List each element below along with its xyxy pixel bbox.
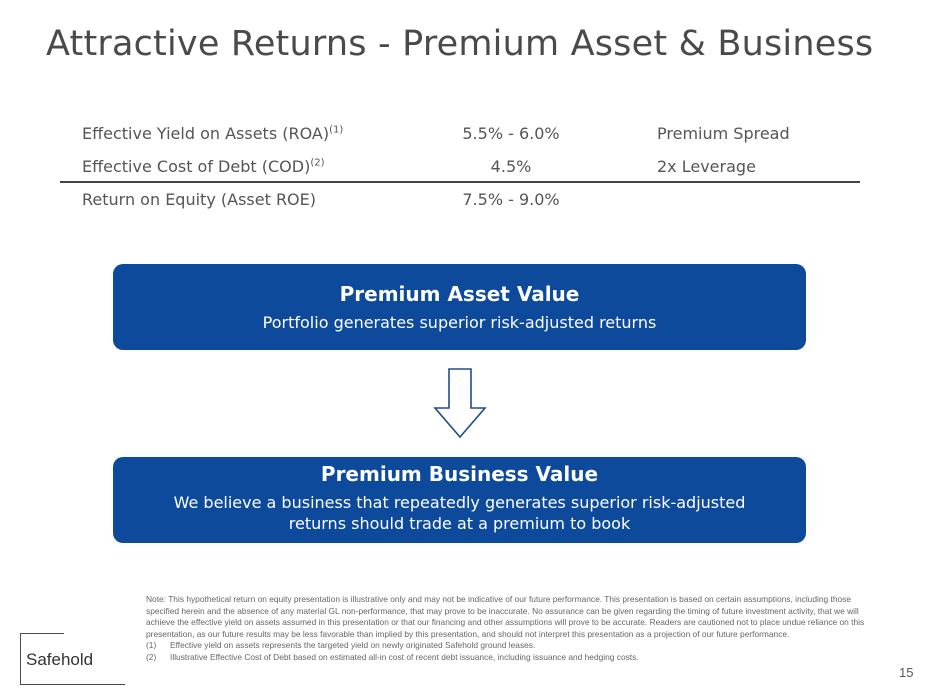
- row-value: 5.5% - 6.0%: [462, 124, 560, 143]
- note-text: Note: This hypothetical return on equity…: [146, 594, 865, 639]
- table-row: Effective Cost of Debt (COD)(2) 4.5% 2x …: [60, 151, 860, 184]
- box-title: Premium Business Value: [320, 462, 599, 486]
- row-label: Effective Cost of Debt (COD)(2): [82, 157, 325, 176]
- row-note: 2x Leverage: [657, 157, 756, 176]
- premium-business-box: Premium Business Value We believe a busi…: [113, 457, 806, 543]
- row-value: 4.5%: [490, 157, 532, 176]
- row-value: 7.5% - 9.0%: [462, 190, 560, 209]
- row-label: Effective Yield on Assets (ROA)(1): [82, 124, 344, 143]
- table-row: Return on Equity (Asset ROE) 7.5% - 9.0%: [60, 184, 860, 217]
- box-title: Premium Asset Value: [339, 282, 580, 306]
- logo-text: Safehold: [26, 650, 94, 669]
- safehold-logo: Safehold: [20, 633, 125, 685]
- page-number: 15: [899, 665, 914, 680]
- page-title: Attractive Returns - Premium Asset & Bus…: [46, 24, 874, 64]
- table-divider: [60, 181, 860, 183]
- table-row: Effective Yield on Assets (ROA)(1) 5.5% …: [60, 118, 860, 151]
- down-arrow-icon: [433, 368, 487, 439]
- row-label: Return on Equity (Asset ROE): [82, 190, 316, 209]
- row-note: Premium Spread: [657, 124, 790, 143]
- box-subtitle: Portfolio generates superior risk-adjust…: [262, 313, 657, 332]
- disclaimer-note: Note: This hypothetical return on equity…: [146, 594, 886, 664]
- footnote: (2) Illustrative Effective Cost of Debt …: [146, 651, 639, 662]
- premium-asset-box: Premium Asset Value Portfolio generates …: [113, 264, 806, 350]
- returns-table: Effective Yield on Assets (ROA)(1) 5.5% …: [60, 118, 860, 217]
- footnote: (1) Effective yield on assets represents…: [146, 640, 536, 651]
- box-subtitle: We believe a business that repeatedly ge…: [173, 493, 746, 533]
